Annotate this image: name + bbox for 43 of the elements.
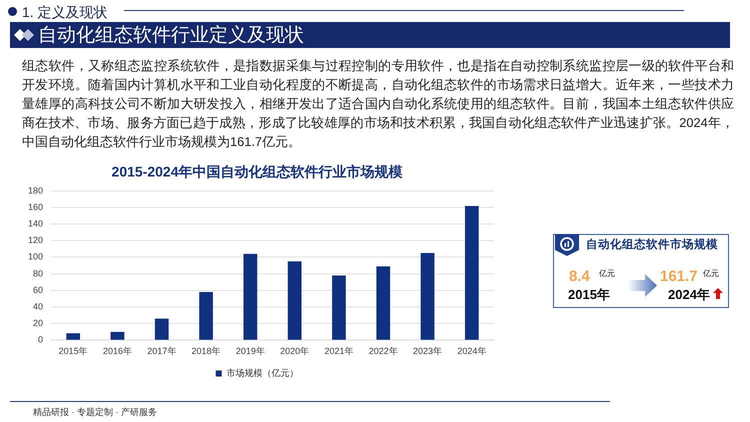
x-tick-label: 2020年 xyxy=(280,346,310,356)
y-tick-label: 80 xyxy=(33,268,44,278)
bar xyxy=(110,332,124,340)
y-tick-label: 20 xyxy=(33,318,44,328)
bar xyxy=(332,275,346,340)
x-tick-label: 2016年 xyxy=(102,346,132,356)
x-tick-label: 2015年 xyxy=(58,346,88,356)
y-tick-label: 160 xyxy=(28,202,44,212)
y-tick-label: 140 xyxy=(28,218,44,228)
text: 8.4 xyxy=(569,268,590,284)
y-tick-label: 0 xyxy=(38,334,44,345)
chart-title: 2015-2024年中国自动化组态软件行业市场规模 xyxy=(112,163,404,180)
text: 亿元 xyxy=(599,269,615,278)
bar xyxy=(243,254,258,340)
bar xyxy=(154,318,169,340)
text: 2024年 xyxy=(668,286,710,302)
text: 组态软件，又称组态监控系统软件，是指数据采集与过程控制的专用软件，也是指在自动控制系统监控层一级的软件平台和开发环境。随着国内计算机水平和工业自动化程度的不断提高，自动化组态软件的市场需求日益增大。近年来，一些技术力量雄厚的高科技公司不断加大研发投入，相继开发出了适合国内自动化系统使用的组态软件。目前，我国本土组态软件供应商在技术、市场、服务方面已趋于成熟，形成了比较雄厚的市场和技术积累，我国自动化组态软件产业迅速扩张。2024年，中国自动化组态软件行业市场规模为161.7亿元。 xyxy=(22,57,734,151)
x-tick-label: 2018年 xyxy=(192,346,221,356)
y-tick-label: 60 xyxy=(33,284,44,295)
y-tick-label: 100 xyxy=(28,252,44,262)
x-tick-label: 2021年 xyxy=(324,346,354,356)
bar xyxy=(464,206,479,340)
text: 2015年 xyxy=(568,286,610,302)
x-tick-label: 2019年 xyxy=(236,346,265,356)
bar xyxy=(376,266,390,340)
text: 亿元 xyxy=(703,269,719,278)
bar xyxy=(420,253,434,340)
text: 1. 定义及现状 xyxy=(22,4,108,20)
x-tick-label: 2024年 xyxy=(457,346,486,356)
bar xyxy=(199,292,213,340)
text: 精品研报 · 专题定制 · 产研服务 xyxy=(33,407,157,418)
y-tick-label: 40 xyxy=(33,301,44,312)
x-tick-label: 2023年 xyxy=(413,346,442,356)
y-tick-label: 120 xyxy=(28,235,44,246)
bar xyxy=(288,261,302,340)
text: 161.7 xyxy=(660,268,698,284)
text: 自动化组态软件行业定义及现状 xyxy=(38,25,304,46)
text: 自动化组态软件市场规模 xyxy=(586,238,718,252)
y-tick-label: 180 xyxy=(28,185,44,196)
bar xyxy=(66,333,80,340)
x-tick-label: 2022年 xyxy=(368,346,398,356)
x-tick-label: 2017年 xyxy=(147,346,176,356)
legend-label: 市场规模（亿元） xyxy=(226,368,298,378)
